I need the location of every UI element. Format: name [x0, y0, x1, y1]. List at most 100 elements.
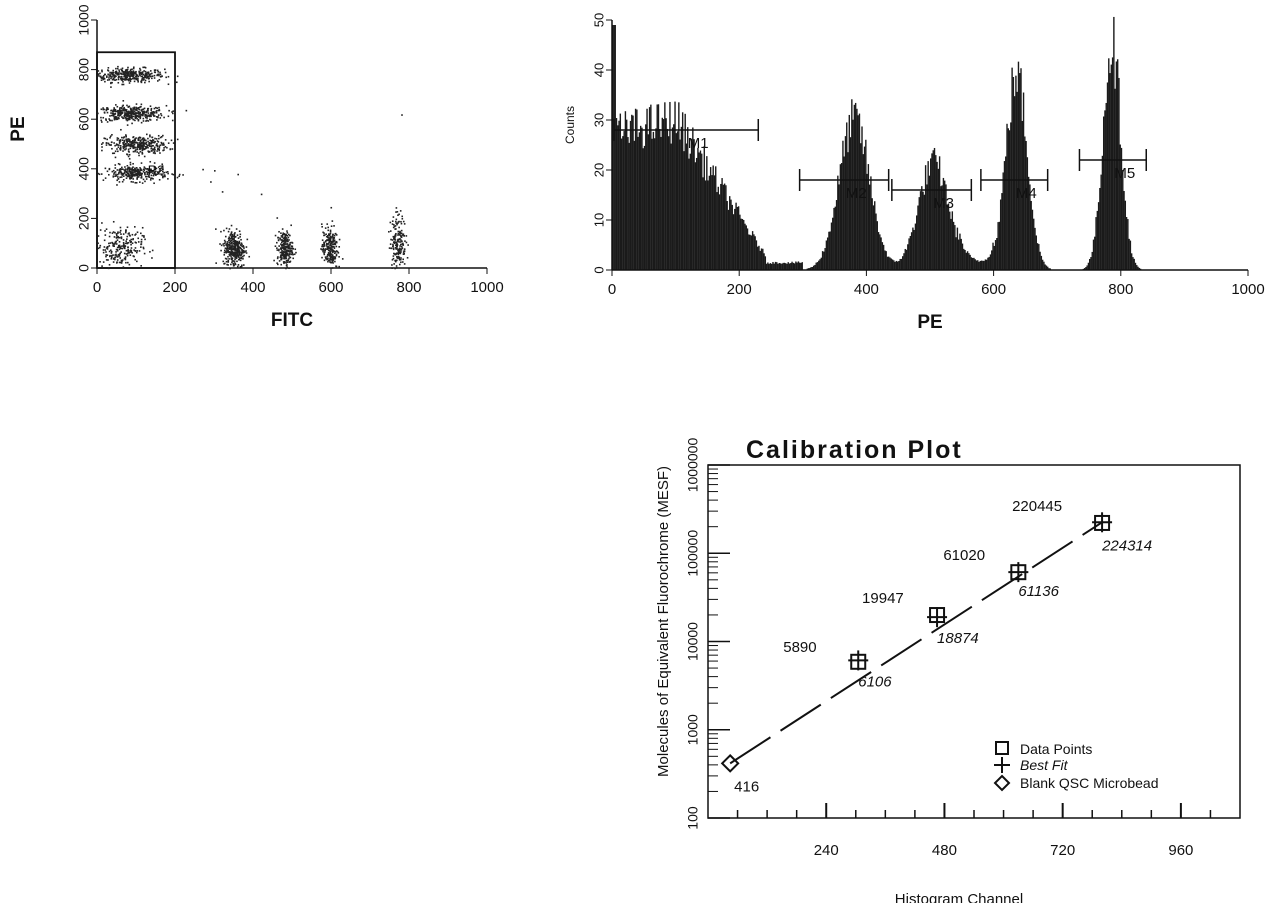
event-dot [321, 248, 323, 251]
event-dot [139, 140, 142, 143]
y-tick-label: 40 [591, 63, 606, 77]
event-dot [328, 253, 331, 255]
histogram-bar [701, 153, 703, 270]
event-dot [158, 170, 161, 173]
event-dot [240, 242, 243, 245]
x-axis-label: Histogram Channel [895, 891, 1023, 903]
event-dot [123, 175, 125, 177]
event-dot [130, 110, 133, 113]
event-dot [125, 115, 128, 117]
event-dot [118, 163, 121, 166]
histogram-bar [843, 156, 845, 270]
event-dot [120, 107, 123, 110]
event-dot [130, 180, 133, 183]
event-dot [127, 173, 130, 176]
event-dot [327, 243, 330, 245]
event-dot [140, 81, 143, 84]
event-dot [280, 235, 283, 237]
event-dot [158, 178, 161, 181]
event-dot [290, 249, 293, 252]
event-dot [149, 160, 152, 163]
event-dot [141, 108, 143, 111]
data-markers [720, 512, 1113, 773]
event-dot [143, 235, 145, 237]
event-dot [120, 236, 123, 238]
event-dot [223, 229, 225, 232]
event-dot [124, 166, 126, 168]
event-dot [294, 248, 297, 251]
event-dot [289, 251, 291, 253]
event-dot [129, 161, 132, 164]
event-dot [273, 259, 275, 262]
event-dot [400, 249, 403, 251]
histogram-bar [661, 117, 664, 270]
histogram-bar [1039, 251, 1041, 270]
event-dot [392, 257, 395, 260]
y-tick-label: 600 [76, 107, 92, 131]
event-dot [392, 243, 394, 246]
event-dot [137, 75, 140, 78]
event-dot [128, 158, 131, 160]
event-dot [394, 220, 397, 223]
event-dot [232, 247, 235, 249]
event-dot [141, 147, 143, 150]
event-dot [113, 117, 116, 120]
histogram-bar [704, 180, 707, 270]
event-dot [153, 69, 156, 71]
event-dot [132, 115, 135, 118]
event-dot [107, 108, 109, 111]
event-dot [150, 168, 152, 171]
event-dot [125, 249, 128, 252]
histogram-bar [818, 260, 820, 270]
histogram-bar [964, 249, 966, 270]
event-dot [98, 173, 101, 176]
event-dot [135, 141, 138, 144]
event-dot [121, 166, 123, 169]
event-dot [118, 117, 120, 120]
event-dot [121, 174, 124, 176]
event-dot [119, 176, 121, 179]
event-dot [130, 175, 132, 177]
event-dot [131, 122, 133, 125]
event-dot [230, 236, 233, 239]
histogram-bar [664, 102, 666, 270]
event-dot [326, 255, 328, 258]
y-tick-label: 10000 [685, 622, 701, 661]
event-dot [106, 108, 108, 111]
event-dot [109, 242, 112, 244]
event-dot [116, 239, 119, 241]
event-dot [142, 247, 145, 250]
event-dot [400, 220, 402, 223]
event-dot [131, 74, 133, 77]
event-dot [407, 244, 409, 246]
event-dot [292, 253, 294, 256]
event-dot [101, 222, 103, 224]
y-axis-label: Molecules of Equivalent Fluorochrome (ME… [655, 466, 672, 777]
event-dot [393, 242, 396, 245]
event-dot [137, 146, 140, 149]
event-dot [114, 258, 116, 261]
event-dot [139, 169, 142, 172]
event-dot [141, 153, 144, 155]
event-dot [233, 254, 236, 257]
event-dot [237, 247, 240, 250]
event-dot [98, 75, 100, 77]
histogram-bar [932, 150, 934, 270]
event-dot [333, 250, 336, 253]
event-dot [400, 235, 402, 237]
event-dot [403, 234, 406, 237]
histogram-bar [1087, 262, 1090, 270]
event-dot [153, 182, 155, 185]
x-tick-label: 200 [727, 281, 752, 298]
histogram-bar [918, 197, 920, 270]
event-dot [124, 231, 127, 234]
event-dot [399, 241, 402, 243]
event-dot [142, 66, 144, 69]
event-dot [142, 246, 145, 249]
histogram-bar [978, 261, 980, 270]
event-dot [160, 174, 163, 176]
event-dot [338, 265, 340, 268]
event-dot [330, 243, 332, 246]
histogram-bar [858, 113, 861, 270]
event-dot [115, 173, 117, 176]
